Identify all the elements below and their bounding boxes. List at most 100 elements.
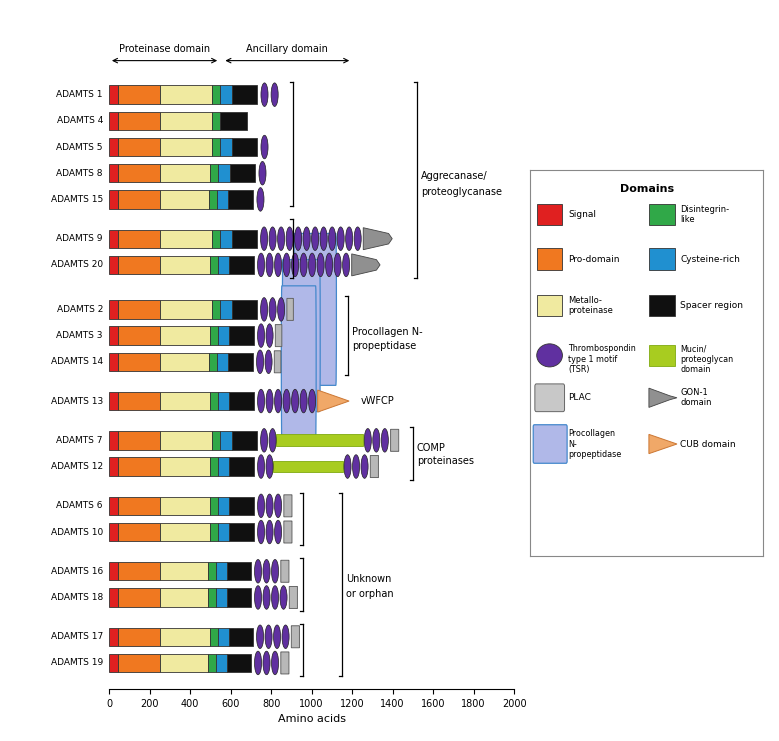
Text: vWFCP: vWFCP xyxy=(360,396,394,406)
Bar xyxy=(160,654,208,672)
Bar xyxy=(213,300,220,319)
Bar xyxy=(210,628,218,646)
Text: Mucin/
proteoglycan
domain: Mucin/ proteoglycan domain xyxy=(681,345,734,374)
Ellipse shape xyxy=(273,625,280,648)
Ellipse shape xyxy=(266,324,273,348)
Ellipse shape xyxy=(258,455,265,479)
Bar xyxy=(213,112,220,130)
Ellipse shape xyxy=(308,389,315,413)
Bar xyxy=(210,392,218,411)
Bar xyxy=(229,523,254,541)
FancyBboxPatch shape xyxy=(535,384,565,412)
Bar xyxy=(118,457,160,476)
Text: Ancillary domain: Ancillary domain xyxy=(246,44,328,54)
Text: ADAMTS 17: ADAMTS 17 xyxy=(51,632,103,641)
Ellipse shape xyxy=(283,389,290,413)
Bar xyxy=(109,588,118,607)
Ellipse shape xyxy=(300,389,307,413)
Ellipse shape xyxy=(308,253,315,276)
Bar xyxy=(160,353,210,371)
Bar xyxy=(229,392,254,411)
Bar xyxy=(276,434,363,446)
FancyBboxPatch shape xyxy=(275,325,282,347)
Text: Proteinase domain: Proteinase domain xyxy=(119,44,210,54)
Bar xyxy=(228,190,253,208)
Text: propeptidase: propeptidase xyxy=(352,341,416,351)
Ellipse shape xyxy=(277,227,284,250)
Bar xyxy=(109,230,118,247)
Bar xyxy=(210,190,217,208)
Ellipse shape xyxy=(257,187,264,211)
Ellipse shape xyxy=(261,83,268,107)
Ellipse shape xyxy=(365,428,372,452)
Ellipse shape xyxy=(274,253,282,276)
Ellipse shape xyxy=(263,651,270,675)
FancyBboxPatch shape xyxy=(281,286,316,438)
Bar xyxy=(213,85,220,104)
Text: COMP: COMP xyxy=(417,443,446,453)
Ellipse shape xyxy=(259,162,266,185)
Bar xyxy=(220,138,231,156)
Text: Unknown: Unknown xyxy=(346,574,391,584)
Bar xyxy=(231,85,257,104)
Text: ADAMTS 5: ADAMTS 5 xyxy=(57,142,103,152)
Text: ADAMTS 7: ADAMTS 7 xyxy=(57,436,103,445)
Bar xyxy=(218,628,228,646)
Bar xyxy=(118,431,160,450)
Bar xyxy=(273,461,343,473)
Ellipse shape xyxy=(272,559,279,583)
Text: Signal: Signal xyxy=(569,210,596,219)
Bar xyxy=(109,300,118,319)
Bar xyxy=(217,353,228,371)
Ellipse shape xyxy=(263,559,270,583)
Ellipse shape xyxy=(272,585,279,609)
Bar xyxy=(109,654,118,672)
Bar xyxy=(231,230,257,247)
Bar xyxy=(118,230,160,247)
Bar xyxy=(109,138,118,156)
Ellipse shape xyxy=(286,227,293,250)
Ellipse shape xyxy=(265,350,272,373)
Text: ADAMTS 3: ADAMTS 3 xyxy=(57,331,103,340)
Text: GON-1
domain: GON-1 domain xyxy=(681,388,712,408)
Polygon shape xyxy=(649,434,677,453)
Bar xyxy=(220,230,231,247)
Ellipse shape xyxy=(269,428,277,452)
Ellipse shape xyxy=(274,389,282,413)
Bar xyxy=(109,327,118,345)
Bar xyxy=(229,256,254,274)
Bar xyxy=(210,327,218,345)
Ellipse shape xyxy=(344,455,351,479)
Bar xyxy=(109,85,118,104)
Bar xyxy=(118,85,160,104)
Bar xyxy=(229,327,254,345)
Bar xyxy=(118,523,160,541)
Ellipse shape xyxy=(291,253,298,276)
Ellipse shape xyxy=(300,253,307,276)
Text: ADAMTS 6: ADAMTS 6 xyxy=(57,502,103,511)
Bar xyxy=(118,138,160,156)
Ellipse shape xyxy=(343,253,350,276)
Bar xyxy=(160,300,213,319)
Text: Cysteine-rich: Cysteine-rich xyxy=(681,255,740,264)
Bar xyxy=(160,496,210,515)
Text: or orphan: or orphan xyxy=(346,588,393,599)
Bar xyxy=(208,588,216,607)
Bar xyxy=(109,164,118,182)
Bar xyxy=(537,295,562,316)
Bar xyxy=(218,256,229,274)
Bar xyxy=(160,327,210,345)
Ellipse shape xyxy=(265,625,272,648)
Text: proteinases: proteinases xyxy=(417,456,474,466)
Bar xyxy=(160,112,213,130)
Bar xyxy=(649,295,675,316)
Ellipse shape xyxy=(266,389,273,413)
Bar xyxy=(160,457,210,476)
Ellipse shape xyxy=(266,253,273,276)
Ellipse shape xyxy=(266,520,273,544)
Ellipse shape xyxy=(303,227,310,250)
Ellipse shape xyxy=(258,389,265,413)
Bar xyxy=(118,588,160,607)
Bar xyxy=(537,204,562,225)
Bar xyxy=(208,562,216,580)
